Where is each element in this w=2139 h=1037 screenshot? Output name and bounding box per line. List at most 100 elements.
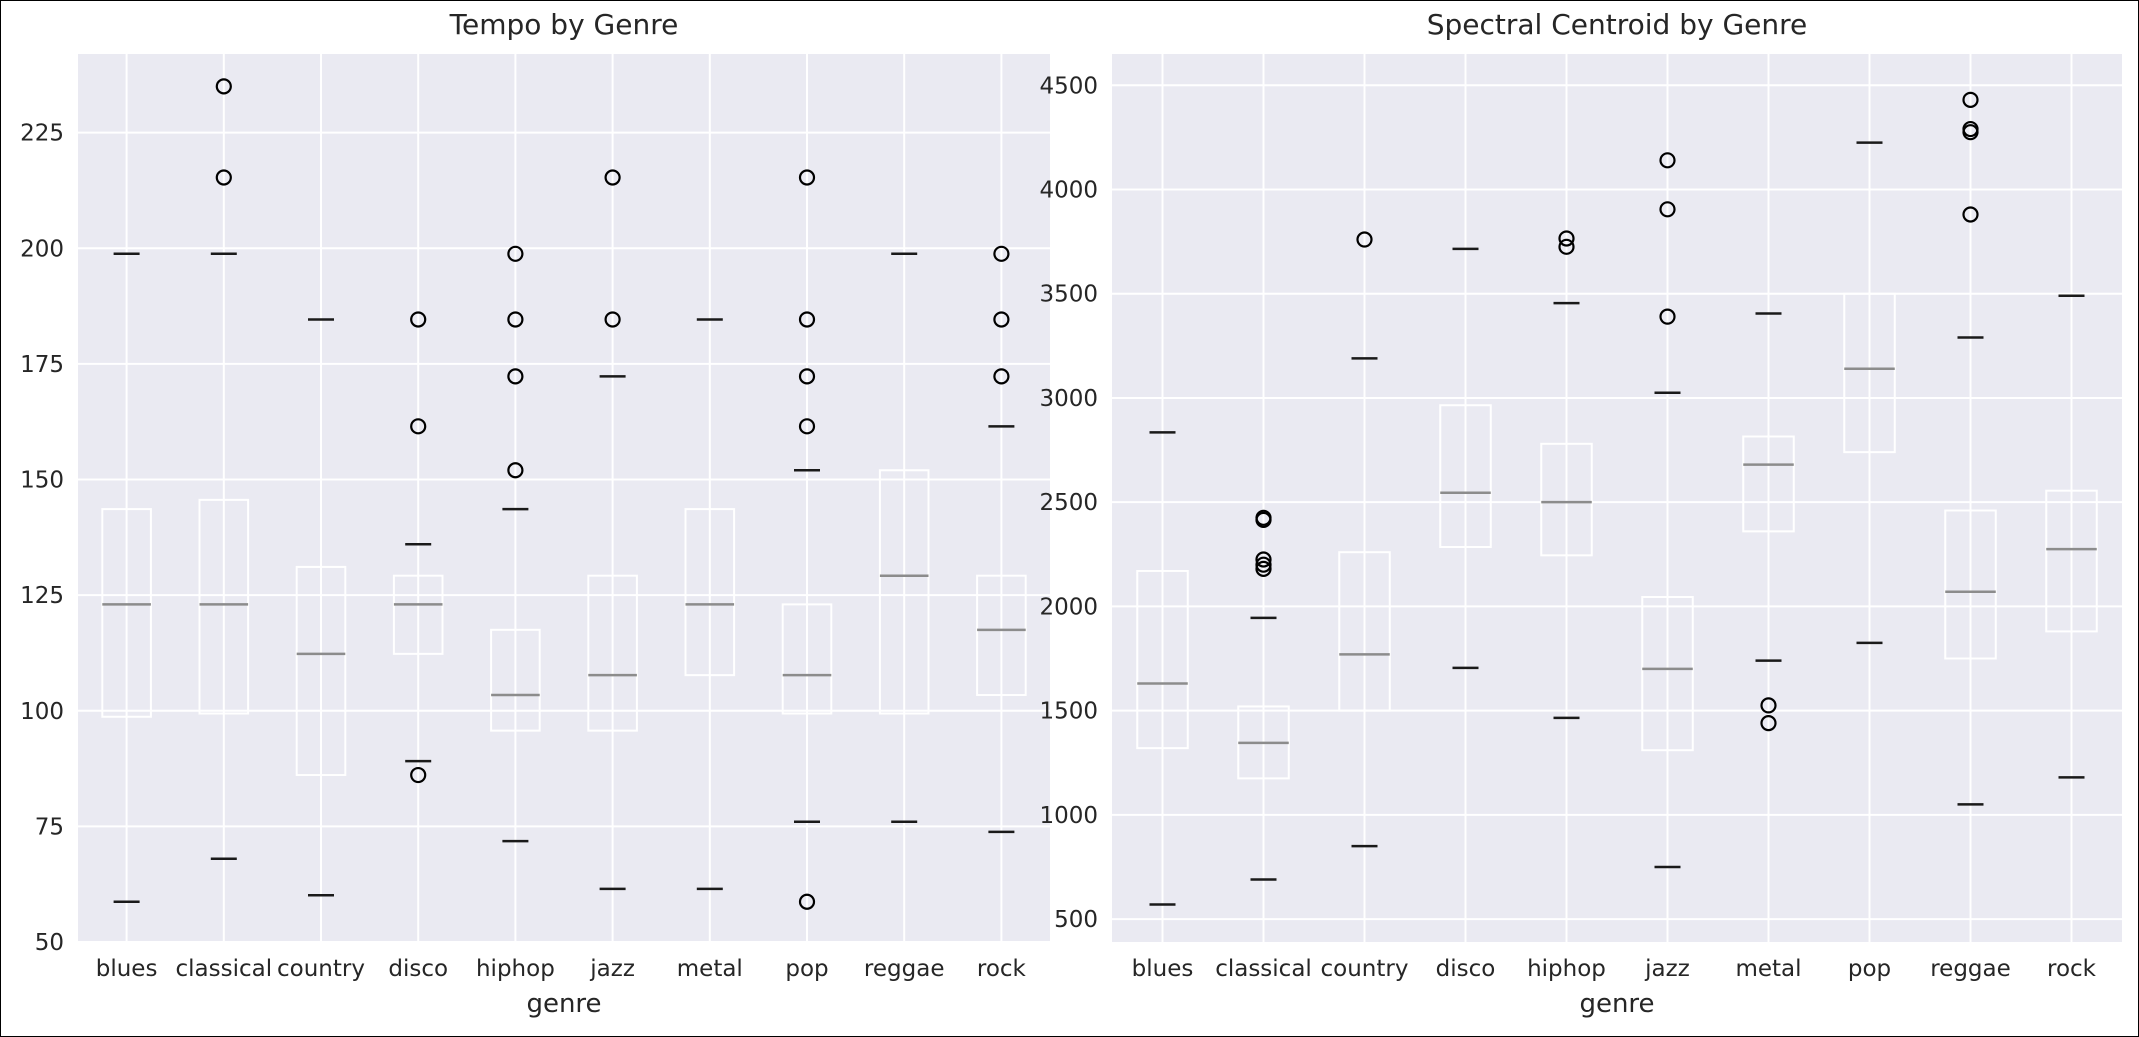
box-iqr: [1439, 404, 1492, 548]
y-tick-label: 4500: [1039, 73, 1098, 99]
x-axis-label-tempo: genre: [526, 989, 601, 1019]
chart-tempo: 50 75 100 125 150 175 200 225 blues classical cou…: [20, 8, 1050, 1019]
x-tick-label-reggae: reggae: [1930, 956, 2011, 982]
box-hiphop: [1540, 230, 1593, 720]
x-tick-label-pop: pop: [1848, 956, 1891, 982]
outlier-point: [410, 418, 427, 435]
plot-area-spectral-centroid: [1112, 54, 2122, 942]
outlier-point: [1255, 509, 1272, 526]
box-iqr: [1136, 569, 1189, 750]
outlier-point: [993, 311, 1010, 328]
outlier-point: [1659, 201, 1676, 218]
outlier-point: [1760, 715, 1777, 732]
x-tick-labels-spectral-centroid: blues classical country disco hiphop jazz meta…: [1132, 956, 2097, 982]
x-tick-label-rock: rock: [977, 956, 1027, 982]
boxes-spectral-centroid: [1136, 91, 2098, 906]
x-tick-label-reggae: reggae: [864, 956, 945, 982]
y-tick-label: 225: [20, 121, 64, 147]
y-tick-label: 100: [20, 699, 64, 725]
outlier-point: [604, 169, 621, 186]
box-blues: [101, 252, 152, 904]
box-reggae: [878, 252, 930, 823]
y-tick-label: 3500: [1039, 282, 1098, 308]
box-iqr: [2045, 489, 2098, 633]
outlier-point: [1255, 560, 1272, 577]
gridlines-tempo: [78, 54, 1050, 943]
box-iqr: [392, 574, 444, 655]
box-iqr: [198, 498, 250, 715]
box-reggae: [1944, 91, 1997, 806]
box-iqr: [1338, 551, 1391, 712]
box-iqr: [1540, 442, 1593, 557]
box-iqr: [781, 603, 833, 715]
y-tick-label: 1500: [1039, 699, 1098, 725]
box-iqr: [101, 508, 152, 718]
y-tick-label: 3000: [1039, 386, 1098, 412]
x-tick-label-jazz: jazz: [589, 956, 635, 982]
box-jazz: [587, 169, 638, 891]
outlier-point: [507, 245, 524, 262]
x-tick-label-hiphop: hiphop: [476, 956, 555, 982]
y-tick-label: 125: [20, 583, 64, 609]
boxes-tempo: [101, 78, 1027, 910]
outlier-point: [1962, 120, 1979, 138]
gridlines-spectral-centroid: [1112, 54, 2122, 942]
outlier-point: [798, 418, 816, 435]
y-tick-label: 500: [1054, 907, 1098, 933]
box-hiphop: [490, 245, 541, 843]
outlier-point: [798, 368, 816, 385]
outlier-point: [1356, 231, 1373, 248]
box-iqr: [1843, 292, 1896, 454]
outlier-point: [1255, 556, 1272, 573]
chart-spectral-centroid: 500 1000 1500 2000 2500 3000 3500 4000 4500 blue…: [1039, 8, 2122, 1019]
x-tick-label-blues: blues: [96, 956, 158, 982]
y-tick-label: 200: [20, 236, 64, 262]
outlier-point: [1760, 697, 1777, 714]
y-tick-label: 2500: [1039, 490, 1098, 516]
outlier-point: [215, 78, 232, 95]
x-tick-label-classical: classical: [175, 956, 272, 982]
outlier-point: [1255, 551, 1272, 568]
outlier-point: [798, 893, 816, 910]
box-iqr: [587, 574, 638, 732]
outlier-point: [507, 462, 524, 479]
box-iqr: [976, 574, 1027, 697]
x-tick-label-jazz: jazz: [1644, 956, 1690, 982]
x-axis-label-spectral-centroid: genre: [1579, 989, 1654, 1019]
x-tick-label-country: country: [277, 956, 365, 982]
outlier-point: [1962, 91, 1979, 108]
box-pop: [1843, 141, 1896, 645]
outlier-point: [798, 169, 816, 186]
y-tick-label: 4000: [1039, 177, 1098, 203]
box-jazz: [1641, 152, 1694, 869]
y-tick-label: 1000: [1039, 803, 1098, 829]
box-metal: [684, 318, 736, 891]
y-tick-labels-tempo: 50 75 100 125 150 175 200 225: [20, 121, 64, 956]
outlier-point: [798, 311, 816, 328]
box-iqr: [295, 565, 347, 777]
box-blues: [1136, 431, 1189, 906]
outlier-point: [1659, 152, 1676, 169]
outlier-point: [1558, 238, 1575, 255]
outlier-point: [604, 311, 621, 328]
plot-area-tempo: [78, 54, 1050, 942]
box-disco: [1439, 247, 1492, 670]
x-tick-label-hiphop: hiphop: [1527, 956, 1606, 982]
y-tick-label: 50: [35, 930, 64, 956]
outlier-point: [410, 766, 427, 784]
outlier-point: [993, 245, 1010, 262]
y-tick-label: 75: [35, 814, 64, 840]
box-iqr: [684, 508, 736, 677]
chart-title-tempo: Tempo by Genre: [449, 8, 679, 41]
x-tick-label-classical: classical: [1215, 956, 1312, 982]
x-tick-label-metal: metal: [677, 956, 743, 982]
y-tick-label: 2000: [1039, 594, 1098, 620]
box-iqr: [1742, 435, 1795, 533]
x-tick-labels-tempo: blues classical country disco hiphop jazz meta…: [96, 956, 1027, 982]
box-country: [1338, 231, 1391, 848]
box-country: [295, 318, 347, 897]
box-iqr: [1944, 509, 1997, 660]
box-iqr: [1641, 596, 1694, 752]
y-tick-label: 150: [20, 468, 64, 494]
